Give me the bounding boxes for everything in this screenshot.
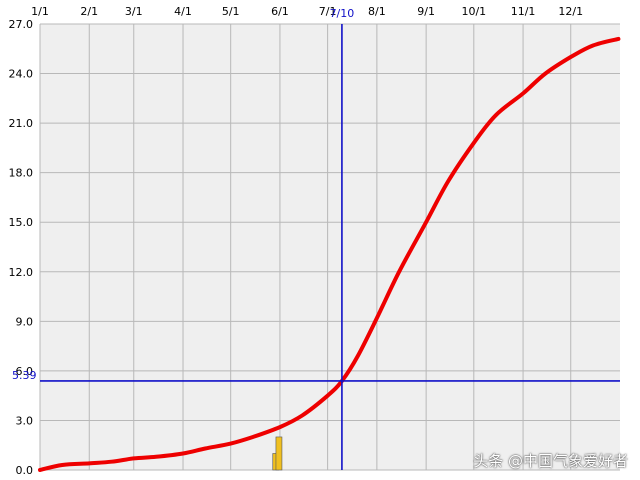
watermark: 头条 @中国气象爱好者 xyxy=(473,452,628,470)
x-tick-label: 8/1 xyxy=(368,5,386,18)
x-tick-label: 9/1 xyxy=(417,5,435,18)
plot-area xyxy=(40,24,620,470)
x-tick-label: 1/1 xyxy=(31,5,49,18)
y-tick-label: 18.0 xyxy=(9,167,34,180)
y-tick-label: 12.0 xyxy=(9,266,34,279)
marker-x-label: 7/10 xyxy=(330,7,355,20)
y-tick-labels: 0.0 3.0 6.0 9.0 12.0 15.0 18.0 21.0 24.0 27.0 xyxy=(9,18,34,477)
x-tick-label: 5/1 xyxy=(222,5,240,18)
x-tick-label: 7/1 xyxy=(319,5,337,18)
x-tick-label: 6/1 xyxy=(271,5,289,18)
y-tick-label: 0.0 xyxy=(16,464,34,477)
y-tick-label: 24.0 xyxy=(9,68,34,81)
x-tick-label: 10/1 xyxy=(461,5,486,18)
y-tick-label: 6.0 xyxy=(16,365,34,378)
bar xyxy=(275,436,283,471)
x-tick-label: 3/1 xyxy=(125,5,143,18)
x-tick-labels: 1/1 2/1 3/1 4/1 5/1 6/1 7/1 8/1 9/1 10/1 11/1 12/1 xyxy=(31,5,583,18)
y-tick-label: 15.0 xyxy=(9,216,34,229)
x-tick-label: 2/1 xyxy=(80,5,98,18)
y-tick-label: 27.0 xyxy=(9,18,34,31)
x-tick-label: 11/1 xyxy=(511,5,536,18)
x-tick-label: 4/1 xyxy=(174,5,192,18)
series-line xyxy=(38,36,621,472)
marker-y-label: 5.39 xyxy=(12,369,37,382)
horizontal-gridlines xyxy=(40,23,620,471)
vertical-gridlines xyxy=(39,24,572,470)
x-tick-label: 12/1 xyxy=(558,5,583,18)
y-tick-label: 21.0 xyxy=(9,117,34,130)
y-tick-label: 3.0 xyxy=(16,414,34,427)
bars xyxy=(272,436,283,471)
y-tick-label: 9.0 xyxy=(16,315,34,328)
